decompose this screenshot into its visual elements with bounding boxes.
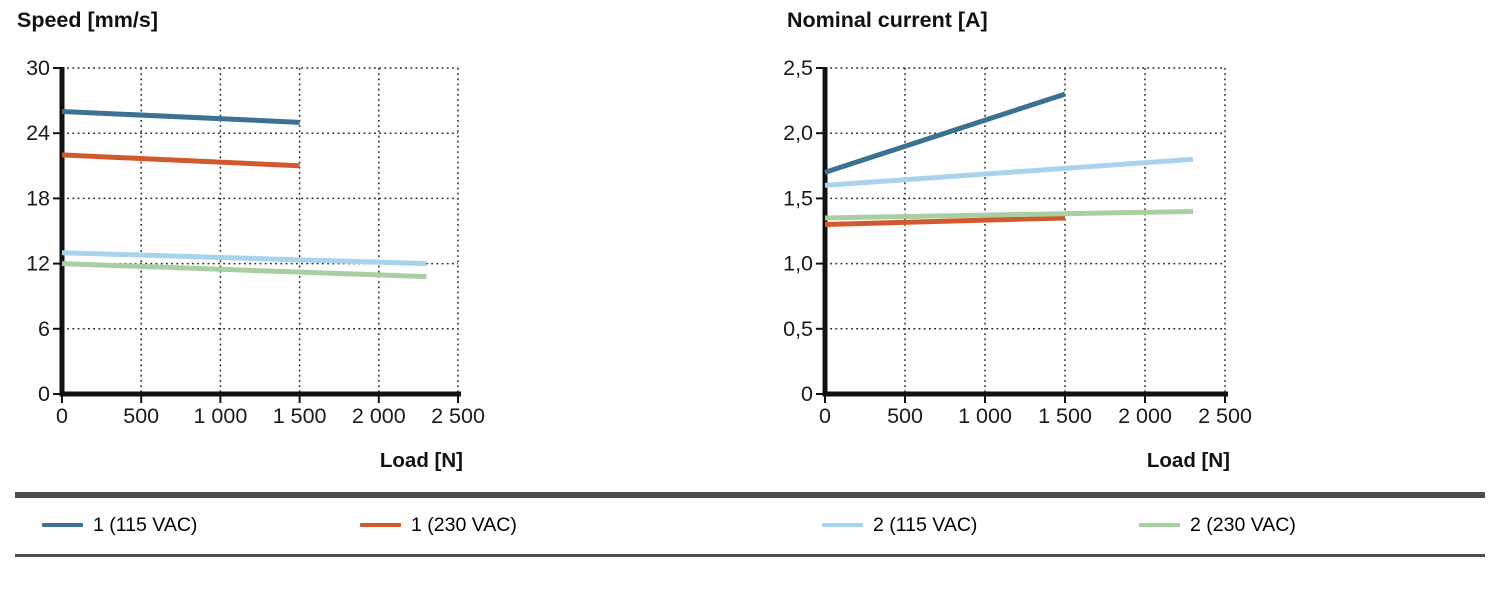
legend-separator-bottom xyxy=(15,554,1485,557)
y-tick-label: 1,0 xyxy=(783,252,813,276)
y-tick-label: 2,5 xyxy=(783,56,813,80)
y-tick-label: 30 xyxy=(26,56,50,80)
x-tick-label: 1 500 xyxy=(273,404,327,428)
y-tick-label: 2,0 xyxy=(783,121,813,145)
series-line-2-230-vac- xyxy=(61,261,427,280)
y-tick-label: 0 xyxy=(801,382,813,406)
current-chart-title: Nominal current [A] xyxy=(787,8,988,32)
x-tick-label: 1 000 xyxy=(958,404,1012,428)
legend-label: 1 (115 VAC) xyxy=(93,513,198,536)
series-line-2-230-vac- xyxy=(824,208,1194,221)
tick-marks xyxy=(816,67,1226,403)
y-tick-label: 1,5 xyxy=(783,186,813,210)
x-tick-label: 2 000 xyxy=(1118,404,1172,428)
gridlines xyxy=(825,67,1226,394)
legend-item-1-115vac: 1 (115 VAC) xyxy=(42,512,197,538)
x-tick-label: 500 xyxy=(887,404,923,428)
x-tick-label: 2 500 xyxy=(431,404,485,428)
legend-label: 2 (230 VAC) xyxy=(1190,513,1296,536)
x-tick-label: 1 000 xyxy=(193,404,247,428)
gridlines xyxy=(62,67,459,394)
axes xyxy=(59,67,461,397)
current-xaxis-label: Load [N] xyxy=(1146,449,1230,472)
charts-canvas: 0 6 12 18 24 30 0 500 1 000 1 500 2 000 2 500 0 0,5 1,… xyxy=(26,56,1252,428)
y-tick-label: 12 xyxy=(26,252,50,276)
tick-marks xyxy=(53,67,459,403)
speed-xaxis-label: Load [N] xyxy=(379,449,463,472)
legend-label: 2 (115 VAC) xyxy=(873,513,978,536)
x-tick-label: 2 000 xyxy=(352,404,406,428)
x-tick-label: 500 xyxy=(123,404,159,428)
legend-swatch-1-230vac xyxy=(360,523,401,527)
series-line-1-230-vac- xyxy=(824,215,1066,227)
speed-chart: 0 6 12 18 24 30 0 500 1 000 1 500 2 000 2 500 xyxy=(26,56,485,428)
legend-item-2-230vac: 2 (230 VAC) xyxy=(1139,512,1296,538)
legend-item-2-115vac: 2 (115 VAC) xyxy=(822,512,977,538)
y-tick-label: 18 xyxy=(26,186,50,210)
legend-swatch-1-115vac xyxy=(42,523,83,527)
series-line-2-115-vac- xyxy=(824,156,1194,188)
current-chart: 0 0,5 1,0 1,5 2,0 2,5 0 500 1 000 1 500 2 000 2 500 xyxy=(783,56,1252,428)
series-line-1-115-vac- xyxy=(61,108,300,125)
x-tick-label: 2 500 xyxy=(1198,404,1252,428)
series-line-1-115-vac- xyxy=(824,91,1066,175)
x-tick-label: 0 xyxy=(819,404,831,428)
legend-separator-top xyxy=(15,492,1485,498)
series-line-2-115-vac- xyxy=(61,250,427,267)
legend-swatch-2-115vac xyxy=(822,523,863,527)
legend-swatch-2-230vac xyxy=(1139,523,1180,527)
y-tick-label: 0,5 xyxy=(783,317,813,341)
axes xyxy=(822,67,1228,397)
series-line-1-230-vac- xyxy=(61,152,300,169)
legend-item-1-230vac: 1 (230 VAC) xyxy=(360,512,517,538)
y-tick-label: 6 xyxy=(38,317,50,341)
x-tick-label: 1 500 xyxy=(1038,404,1092,428)
x-tick-label: 0 xyxy=(56,404,68,428)
speed-chart-title: Speed [mm/s] xyxy=(17,8,158,32)
legend-label: 1 (230 VAC) xyxy=(411,513,517,536)
y-tick-label: 0 xyxy=(38,382,50,406)
y-tick-label: 24 xyxy=(26,121,50,145)
